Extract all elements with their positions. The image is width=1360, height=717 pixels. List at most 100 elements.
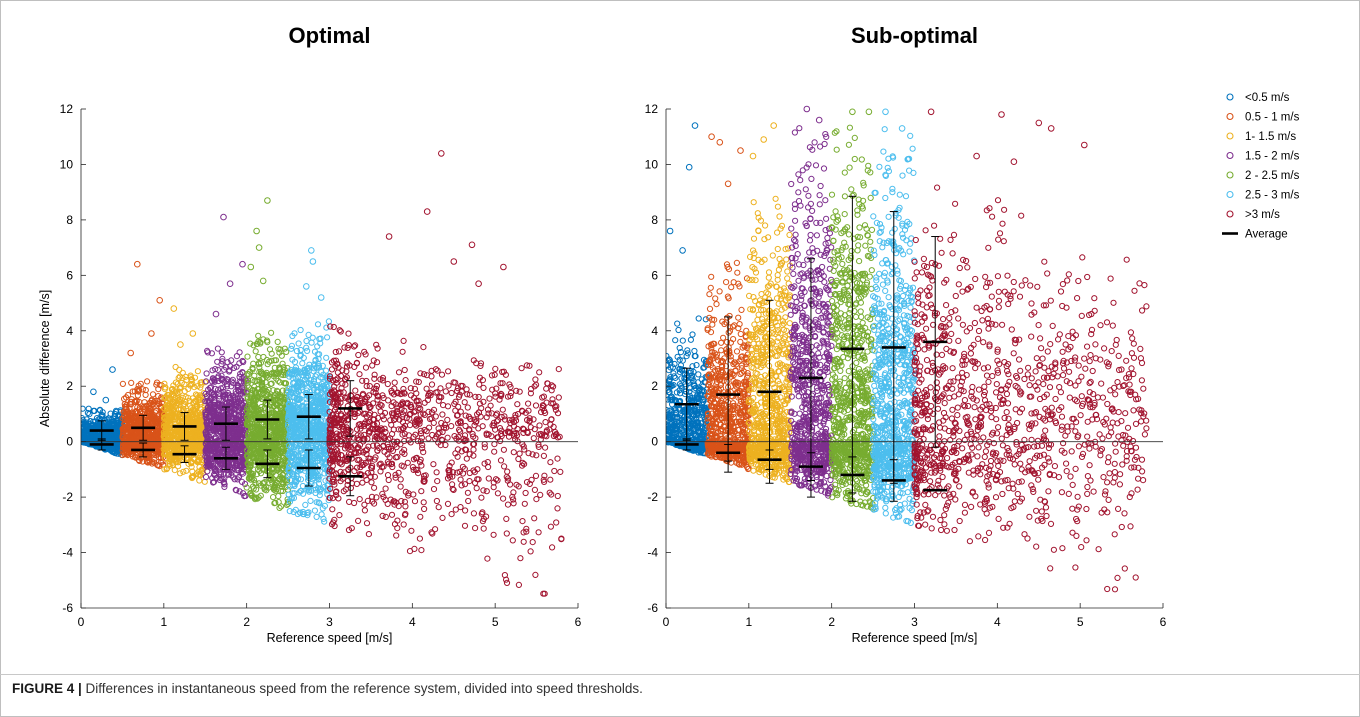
series-0 bbox=[81, 366, 126, 459]
scatter-point bbox=[181, 381, 188, 388]
outlier-point bbox=[264, 197, 271, 204]
scatter-point bbox=[134, 392, 141, 399]
scatter-point bbox=[198, 381, 205, 388]
scatter-point bbox=[191, 408, 199, 415]
scatter-point bbox=[323, 354, 330, 361]
scatter-point bbox=[155, 393, 162, 400]
scatter-point bbox=[530, 435, 537, 442]
scatter-point bbox=[513, 387, 520, 394]
scatter-point bbox=[229, 376, 236, 383]
scatter-point bbox=[384, 472, 392, 479]
scatter-point bbox=[169, 386, 176, 393]
scatter-point bbox=[470, 446, 477, 453]
scatter-point bbox=[188, 459, 195, 466]
scatter-point bbox=[83, 421, 91, 428]
scatter-point bbox=[162, 423, 169, 430]
scatter-point bbox=[308, 339, 315, 346]
scatter-point bbox=[240, 378, 247, 385]
scatter-point bbox=[228, 383, 235, 390]
scatter-point bbox=[555, 366, 562, 373]
outlier-point bbox=[90, 388, 97, 396]
scatter-point bbox=[303, 337, 310, 345]
scatter-point bbox=[164, 442, 171, 449]
scatter-point bbox=[161, 411, 168, 418]
scatter-point bbox=[461, 399, 468, 406]
scatter-point bbox=[177, 435, 184, 442]
scatter-point bbox=[177, 470, 184, 477]
outlier-point bbox=[308, 247, 315, 254]
scatter-point bbox=[514, 401, 521, 408]
scatter-point bbox=[420, 344, 427, 351]
scatter-point bbox=[99, 412, 106, 419]
series-1 bbox=[119, 260, 167, 470]
scatter-point bbox=[167, 435, 175, 442]
scatter-point bbox=[128, 433, 135, 440]
scatter-point bbox=[149, 401, 156, 408]
scatter-point bbox=[166, 460, 173, 468]
scatter-point bbox=[462, 412, 469, 419]
scatter-point bbox=[150, 415, 157, 422]
outlier-point bbox=[156, 297, 163, 304]
scatter-point bbox=[228, 357, 235, 364]
scatter-point bbox=[193, 402, 200, 409]
scatter-point bbox=[119, 433, 126, 440]
scatter-point bbox=[371, 484, 378, 491]
scatter-point bbox=[129, 409, 136, 416]
outlier-point bbox=[226, 280, 234, 288]
scatter-point bbox=[218, 349, 225, 356]
scatter-point bbox=[172, 432, 179, 439]
scatter-point bbox=[112, 445, 120, 452]
scatter-point bbox=[155, 386, 162, 393]
scatter-point bbox=[297, 326, 304, 334]
scatter-point bbox=[135, 414, 143, 421]
scatter-point bbox=[232, 486, 239, 493]
scatter-point bbox=[398, 498, 405, 505]
scatter-point bbox=[189, 473, 196, 480]
scatter-point bbox=[103, 423, 111, 430]
scatter-point bbox=[109, 420, 116, 427]
scatter-point bbox=[153, 379, 161, 386]
scatter-point bbox=[216, 393, 223, 400]
scatter-point bbox=[555, 394, 562, 401]
scatter-point bbox=[122, 394, 130, 401]
scatter-point bbox=[462, 507, 469, 514]
scatter-point bbox=[133, 398, 140, 405]
scatter-point bbox=[402, 377, 409, 384]
scatter-point bbox=[176, 366, 183, 373]
scatter-point bbox=[119, 380, 127, 387]
scatter-point bbox=[144, 378, 151, 385]
scatter-point bbox=[162, 394, 169, 401]
scatter-point bbox=[167, 448, 174, 455]
scatter-point bbox=[171, 445, 178, 452]
scatter-point bbox=[146, 433, 153, 440]
scatter-point bbox=[153, 401, 160, 408]
scatter-point bbox=[510, 449, 517, 456]
scatter-point bbox=[172, 379, 179, 386]
outlier-point bbox=[127, 349, 134, 357]
scatter-point bbox=[307, 497, 314, 504]
scatter-point bbox=[121, 420, 128, 427]
scatter-point bbox=[179, 430, 186, 438]
outlier-point bbox=[247, 263, 255, 271]
scatter-point bbox=[395, 369, 403, 376]
scatter-point bbox=[194, 458, 201, 465]
scatter-point bbox=[299, 360, 306, 367]
scatter-point bbox=[84, 409, 92, 417]
scatter-point bbox=[236, 488, 243, 495]
scatter-point bbox=[122, 441, 130, 449]
scatter-point bbox=[135, 382, 142, 389]
scatter-point bbox=[192, 391, 200, 398]
outlier-point bbox=[220, 213, 227, 221]
outlier-point bbox=[259, 277, 267, 285]
scatter-point bbox=[500, 495, 507, 502]
scatter-point bbox=[180, 401, 187, 408]
scatter-point bbox=[355, 351, 362, 359]
scatter-point bbox=[218, 372, 225, 379]
scatter-point bbox=[175, 374, 182, 381]
scatter-point bbox=[295, 340, 302, 347]
scatter-point bbox=[244, 353, 251, 360]
scatter-point bbox=[406, 422, 414, 429]
